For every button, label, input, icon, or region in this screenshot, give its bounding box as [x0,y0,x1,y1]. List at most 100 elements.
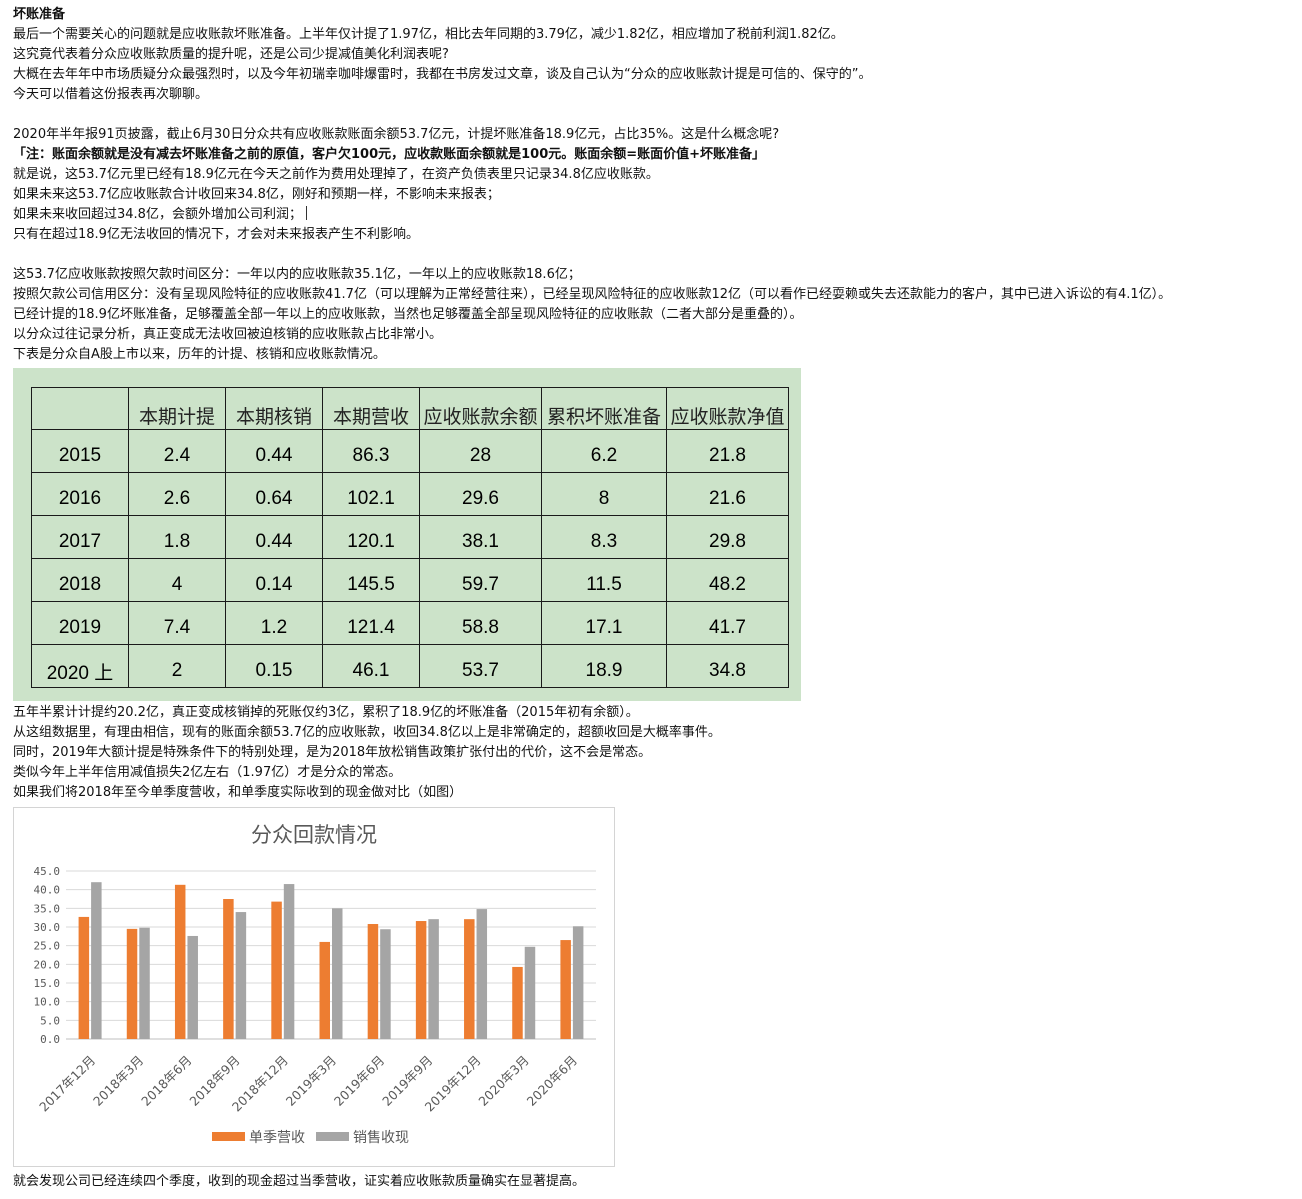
table-cell: 0.14 [225,558,323,602]
table-header-cell: 本期营收 [322,387,420,430]
legend-swatch [212,1132,245,1141]
data-table-image: 本期计提 本期核销 本期营收 应收账款余额 累积坏账准备 应收账款净值 2015… [13,368,801,701]
y-tick-label: 40.0 [34,884,61,897]
table-row: 2015 2.4 0.44 86.3 28 6.2 21.8 [31,429,789,473]
bar-cash [139,927,150,1039]
bar-revenue [126,928,138,1039]
x-tick-label: 2017年12月 [36,1053,98,1115]
bar-revenue [319,941,330,1039]
conclusion-line: 就会发现公司已经连续四个季度，收到的现金超过当季营收，证实着应收账款质量确实在显… [13,1174,586,1189]
bar-revenue [560,940,571,1039]
summary-line: 类似今年上半年信用减值损失2亿左右（1.97亿）才是分众的常态。 [13,765,402,780]
bar-cash [332,908,343,1039]
bar-revenue [415,921,427,1039]
table-year-cell: 2015 [31,429,129,473]
bar-cash [572,926,584,1039]
table-cell: 8.3 [541,515,667,559]
section-title: 坏账准备 [13,7,66,22]
x-tick-label: 2018年3月 [90,1053,146,1109]
legend-label: 销售收现 [353,1130,409,1146]
intro-line: 今天可以借着这份报表再次聊聊。 [13,87,209,102]
y-tick-label: 15.0 [34,977,61,990]
table-cell: 18.9 [541,644,667,688]
table-cell: 48.2 [666,558,789,602]
analysis-line: 以分众过往记录分析，真正变成无法收回被迫核销的应收账款占比非常小。 [13,327,443,342]
bar-revenue [464,919,475,1039]
y-tick-label: 25.0 [34,940,61,953]
bar-cash [235,912,247,1039]
table-cell: 38.1 [419,515,542,559]
table-cell: 102.1 [322,472,420,516]
table-year-cell: 2016 [31,472,129,516]
y-tick-label: 5.0 [40,1014,60,1027]
bar-cash [476,909,488,1039]
bar-cash [524,946,536,1039]
text-cursor [305,206,307,220]
bar-revenue [223,899,234,1039]
intro-line: 这究竟代表着分众应收账款质量的提升呢，还是公司少提减值美化利润表呢? [13,47,449,62]
table-cell: 2.4 [128,429,226,473]
table-year-cell: 2017 [31,515,129,559]
y-tick-label: 0.0 [40,1033,60,1046]
table-header-cell: 累积坏账准备 [541,387,667,430]
explanation-line: 只有在超过18.9亿无法收回的情况下，才会对未来报表产生不利影响。 [13,227,419,242]
explanation-line-caret[interactable]: 如果未来收回超过34.8亿，会额外增加公司利润； [13,205,1295,225]
chart-svg: 分众回款情况 0.0 5.0 10.0 15.0 20.0 25.0 30.0 35.0 40.0… [34,823,596,1146]
table-cell: 21.8 [666,429,789,473]
table-cell: 11.5 [541,558,667,602]
table-cell: 86.3 [322,429,420,473]
table-header-cell [31,387,129,430]
summary-line: 从这组数据里，有理由相信，现有的账面余额53.7亿的应收账款，收回34.8亿以上… [13,725,721,740]
table-cell: 0.64 [225,472,323,516]
summary-line: 五年半累计计提约20.2亿，真正变成核销掉的死账仅约3亿，累积了18.9亿的坏账… [13,705,639,720]
bar-revenue [367,924,379,1039]
y-tick-label: 20.0 [34,958,61,971]
bar-cash [380,929,391,1039]
explanation-line: 就是说，这53.7亿元里已经有18.9亿元在今天之前作为费用处理掉了，在资产负债… [13,167,659,182]
bar-revenue [271,901,282,1039]
table-cell: 121.4 [322,601,420,645]
legend-label: 单季营收 [249,1130,305,1146]
table-row: 2017 1.8 0.44 120.1 38.1 8.3 29.8 [31,515,789,559]
table-cell: 120.1 [322,515,420,559]
table-header-cell: 应收账款净值 [666,387,789,430]
table-cell: 29.8 [666,515,789,559]
table-cell: 21.6 [666,472,789,516]
analysis-line: 已经计提的18.9亿坏账准备，足够覆盖全部一年以上的应收账款，当然也足够覆盖全部… [13,307,803,322]
table-row: 2016 2.6 0.64 102.1 29.6 8 21.6 [31,472,789,516]
x-tick-label: 2018年6月 [138,1053,194,1109]
intro-line: 大概在去年年中市场质疑分众最强烈时，以及今年初瑞幸咖啡爆雷时，我都在书房发过文章… [13,67,872,82]
table-cell: 4 [128,558,226,602]
table-year-cell: 2019 [31,601,129,645]
explanation-text: 如果未来收回超过34.8亿，会额外增加公司利润； [13,207,302,222]
table-cell: 34.8 [666,644,789,688]
table-cell: 1.2 [225,601,323,645]
bad-debt-table: 本期计提 本期核销 本期营收 应收账款余额 累积坏账准备 应收账款净值 2015… [31,387,789,688]
table-cell: 17.1 [541,601,667,645]
x-tick-label: 2020年6月 [524,1053,580,1109]
chart-title: 分众回款情况 [251,823,377,847]
table-header-cell: 应收账款余额 [419,387,542,430]
bar-revenue [78,916,90,1039]
table-row: 2018 4 0.14 145.5 59.7 11.5 48.2 [31,558,789,602]
table-cell: 1.8 [128,515,226,559]
table-cell: 29.6 [419,472,542,516]
summary-line: 同时，2019年大额计提是特殊条件下的特别处理，是为2018年放松销售政策扩张付… [13,745,652,760]
table-row: 2019 7.4 1.2 121.4 58.8 17.1 41.7 [31,601,789,645]
table-year-cell: 2020 上 [31,644,129,688]
analysis-line: 这53.7亿应收账款按照欠款时间区分：一年以内的应收账款35.1亿，一年以上的应… [13,267,581,282]
bar-cash [91,882,102,1039]
table-cell: 6.2 [541,429,667,473]
table-cell: 2 [128,644,226,688]
bar-cash [428,919,439,1039]
article: 坏账准备 最后一个需要关心的问题就是应收账款坏账准备。上半年仅计提了1.97亿，… [13,5,1295,1192]
analysis-line: 下表是分众自A股上市以来，历年的计提、核销和应收账款情况。 [13,347,386,362]
table-header-row: 本期计提 本期核销 本期营收 应收账款余额 累积坏账准备 应收账款净值 [31,387,789,430]
table-row: 2020 上 2 0.15 46.1 53.7 18.9 34.8 [31,644,789,688]
y-tick-label: 30.0 [34,921,61,934]
y-tick-label: 10.0 [34,996,61,1009]
table-cell: 53.7 [419,644,542,688]
disclosure-paragraph: 2020年半年报91页披露，截止6月30日分众共有应收账款账面余额53.7亿元，… [13,127,780,142]
table-cell: 2.6 [128,472,226,516]
bar-cash [283,884,295,1039]
